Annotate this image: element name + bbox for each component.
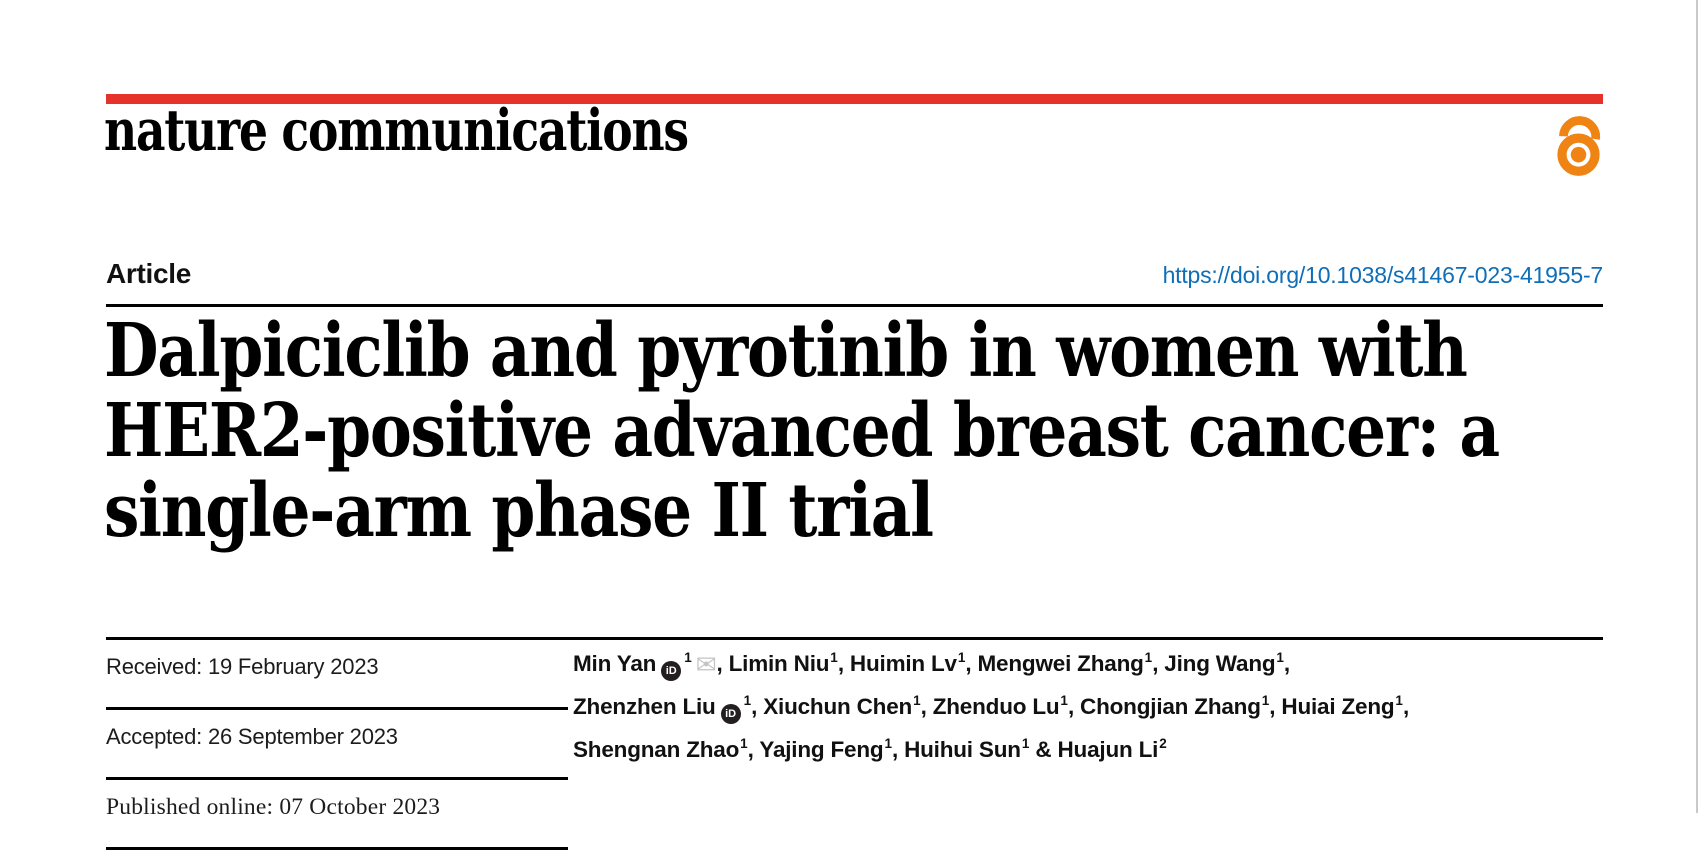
author-separator: , [837,651,850,676]
author-name: Chongjian Zhang [1080,694,1261,719]
author-affiliation-superscript: 1 [1395,693,1403,708]
author-separator: , [1152,651,1165,676]
received-date-text: Received: 19 February 2023 [106,654,379,679]
envelope-icon[interactable]: ✉ [695,651,717,679]
author-name: Huiai Zeng [1281,694,1395,719]
author-separator: , [1269,694,1282,719]
orcid-icon[interactable]: iD [720,704,741,724]
author-separator: , [920,694,933,719]
author-name: Xiuchun Chen [763,694,913,719]
author-name: Huihui Sun [904,737,1021,762]
author-name: Huajun Li [1057,737,1159,762]
author-separator: & [1029,737,1058,762]
author-affiliation-superscript: 1 [740,736,748,751]
author-affiliation-superscript: 1 [913,693,921,708]
author-separator: , [965,651,978,676]
author-separator: , [1402,694,1409,719]
author-name: Zhenzhen Liu [573,694,716,719]
author-affiliation-superscript: 2 [1159,736,1167,751]
top-red-bar [106,94,1603,104]
author-separator: , [716,651,729,676]
author-affiliation-superscript: 1 [1276,650,1284,665]
accepted-date-text: Accepted: 26 September 2023 [106,724,398,749]
author-affiliation-superscript: 1 [743,693,752,708]
author-name: Mengwei Zhang [977,651,1144,676]
author-affiliation-superscript: 1 [1060,693,1068,708]
article-doi-row: Article https://doi.org/10.1038/s41467-0… [106,258,1603,290]
author-affiliation-superscript: 1 [684,650,692,665]
author-affiliation-superscript: 1 [884,736,892,751]
paper-title: Dalpiciclib and pyrotinib in women with … [104,308,1500,554]
open-access-lock-icon [1557,116,1601,176]
page-edge-line [1696,0,1698,813]
metadata-top-rule [106,637,1603,640]
author-affiliation-superscript: 1 [1261,693,1270,708]
doi-link[interactable]: https://doi.org/10.1038/s41467-023-41955… [1162,262,1604,288]
author-affiliation-superscript: 1 [830,650,838,665]
author-affiliation-superscript: 1 [1021,736,1030,751]
author-name: Shengnan Zhao [573,737,740,762]
published-date-row: Published online: 07 October 2023 [106,780,568,850]
author-name: Jing Wang [1164,651,1276,676]
author-affiliation-superscript: 1 [1144,650,1153,665]
published-date-text: Published online: 07 October 2023 [106,794,441,820]
author-separator: , [1283,651,1290,676]
author-name: Min Yan [573,651,657,676]
author-name: Zhenduo Lu [932,694,1060,719]
author-separator: , [891,737,905,762]
nature-communications-logo: nature communications [104,97,689,164]
author-name: Yajing Feng [759,737,884,762]
author-name: Huimin Lv [849,651,957,676]
title-top-rule [106,304,1603,307]
author-separator: , [747,737,760,762]
received-date-row: Received: 19 February 2023 [106,640,568,710]
author-separator: , [1067,694,1081,719]
author-affiliation-superscript: 1 [957,650,966,665]
authors-block: Min Yan iD1 ✉, Limin Niu1, Huimin Lv1, Men… [573,644,1533,773]
author-name: Limin Niu [728,651,830,676]
orcid-icon[interactable]: iD [661,661,682,681]
accepted-date-row: Accepted: 26 September 2023 [106,710,568,780]
article-label: Article [106,258,192,289]
dates-column: Received: 19 February 2023 Accepted: 26 … [106,640,568,850]
author-separator: , [751,694,764,719]
